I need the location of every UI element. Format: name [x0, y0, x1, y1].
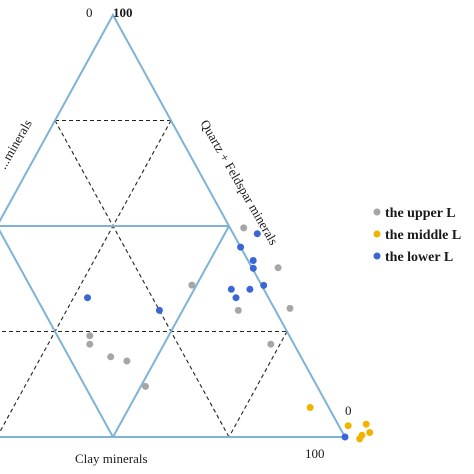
point-series0-6 [107, 353, 115, 361]
point-series0-5 [86, 340, 94, 348]
point-series2-6 [246, 285, 254, 293]
dashed-grid [0, 119, 288, 438]
point-series2-4 [260, 281, 268, 289]
point-series1-5 [344, 422, 352, 430]
point-series2-10 [341, 433, 349, 441]
tick-label-zero-top: 0 [86, 5, 93, 20]
point-series0-7 [123, 357, 131, 365]
point-series2-8 [84, 294, 91, 302]
point-series2-2 [237, 243, 245, 251]
point-series0-8 [142, 382, 149, 390]
point-series1-1 [366, 429, 374, 436]
point-series0-10 [267, 340, 275, 348]
point-series2-1 [249, 257, 257, 264]
point-series0-3 [188, 281, 196, 289]
axis-label-bottom: Clay minerals [75, 451, 148, 466]
point-series0-9 [234, 306, 242, 314]
legend-marker-lower [373, 252, 381, 260]
axis-label-right: Quartz + Feldspar minerals [197, 117, 281, 247]
grid-line-right-0 [228, 331, 288, 438]
point-series2-9 [155, 306, 163, 314]
legend-marker-upper [373, 208, 381, 216]
point-series2-3 [249, 264, 257, 272]
tick-label-zero-right: 0 [345, 403, 352, 418]
point-series1-4 [306, 404, 314, 411]
tick-label-hundred-top: 100 [113, 5, 133, 20]
point-series2-0 [253, 230, 261, 238]
legend: the upper L the middle L the lower L [373, 206, 461, 265]
point-series2-7 [232, 294, 240, 302]
point-series0-0 [274, 264, 282, 272]
frame-inner-left [0, 229, 114, 438]
legend-marker-middle [373, 230, 381, 238]
legend-label-lower: the lower L [385, 250, 453, 265]
tick-label-hundred-bottom: 100 [305, 446, 325, 461]
triangle-frame [0, 12, 347, 438]
point-series1-0 [362, 420, 370, 428]
point-series1-3 [356, 435, 364, 443]
point-series0-2 [286, 304, 294, 312]
point-series0-4 [86, 332, 94, 340]
axis-label-left: ...minerals [0, 117, 35, 172]
grid-line-left-2 [54, 120, 230, 438]
point-series2-5 [227, 285, 235, 293]
legend-label-middle: the middle L [385, 228, 461, 243]
point-series0-1 [240, 224, 248, 232]
frame-inner-right [112, 225, 230, 438]
legend-label-upper: the upper L [385, 206, 456, 221]
data-points [84, 224, 374, 443]
